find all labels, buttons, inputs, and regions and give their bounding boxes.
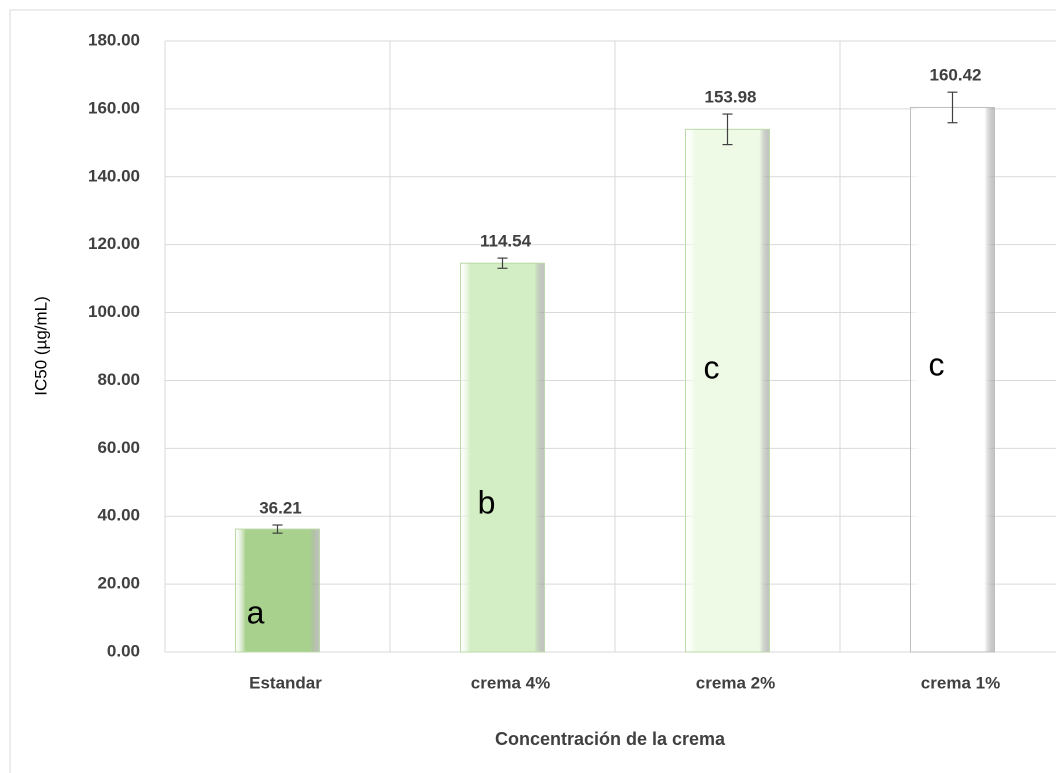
y-tick-label: 120.00 [88, 234, 140, 253]
y-tick-label: 80.00 [97, 370, 140, 389]
y-tick-label: 100.00 [88, 302, 140, 321]
bar [685, 128, 770, 653]
error-bar [722, 113, 733, 146]
bar [460, 262, 545, 653]
y-tick-label: 160.00 [88, 98, 140, 117]
x-tick-label: Estandar [249, 673, 322, 692]
y-tick-label: 180.00 [88, 30, 140, 49]
y-tick-label: 40.00 [97, 506, 140, 525]
error-bar [947, 91, 958, 124]
group-letter: c [929, 346, 945, 382]
data-label: 114.54 [480, 232, 532, 251]
x-axis-label: Concentración de la crema [495, 729, 726, 749]
bar [910, 106, 995, 653]
error-bar [272, 524, 283, 534]
x-tick-label: crema 1% [921, 673, 1000, 692]
data-label: 153.98 [705, 88, 757, 107]
y-axis-label: IC50 (µg/mL) [31, 296, 50, 396]
y-tick-label: 0.00 [107, 641, 140, 660]
error-bar [497, 257, 508, 269]
group-letter: a [247, 594, 265, 630]
group-letter: b [478, 484, 496, 520]
data-label: 36.21 [259, 498, 302, 517]
x-tick-label: crema 2% [696, 673, 775, 692]
x-tick-label: crema 4% [471, 673, 550, 692]
bar [235, 528, 320, 653]
y-tick-label: 60.00 [97, 438, 140, 457]
data-label: 160.42 [930, 66, 982, 85]
y-tick-label: 140.00 [88, 166, 140, 185]
y-tick-label: 20.00 [97, 574, 140, 593]
group-letter: c [704, 349, 720, 385]
